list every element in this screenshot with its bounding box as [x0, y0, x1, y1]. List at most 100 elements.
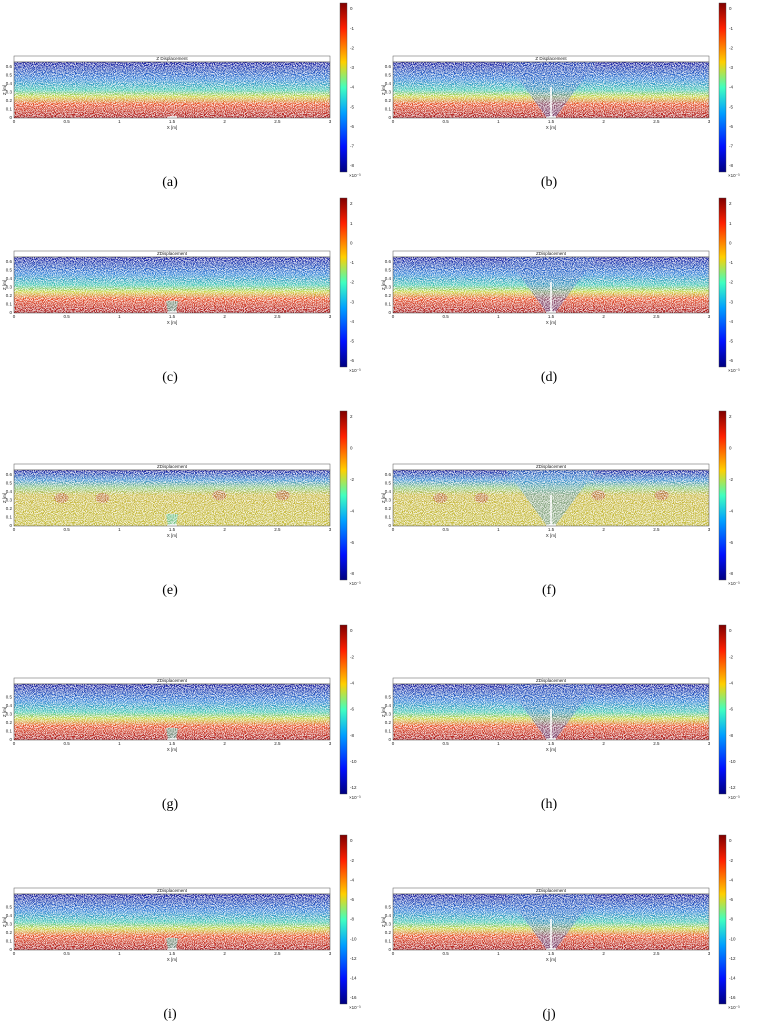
x-tick-label: 0.5 [443, 119, 450, 124]
panel-label: (a) [162, 175, 178, 190]
colorbar [339, 834, 348, 1005]
x-tick-label: 2.5 [653, 741, 660, 746]
x-tick-label: 1 [497, 119, 500, 124]
colorbar-tick-label: 0 [350, 6, 353, 11]
y-tick-label: 0.3 [6, 712, 13, 717]
x-tick-label: 0.5 [64, 527, 71, 532]
panel: ZDisplacement 0 0.5 1 1.5 2 2.5 3 0 0.1 0.2 0.3 0.4 0… [381, 410, 740, 598]
colorbar-tick-label: -16 [350, 995, 357, 1000]
y-tick-label: 0.3 [6, 90, 13, 95]
x-tick-label: 0 [13, 951, 16, 956]
plot-frame [13, 61, 331, 119]
x-tick-label: 2.5 [653, 951, 660, 956]
x-tick-label: 2 [602, 951, 605, 956]
colorbar-tick-label: 0 [729, 838, 732, 843]
colorbar-tick-label: -16 [729, 995, 736, 1000]
colorbar-tick-label: -6 [729, 897, 733, 902]
x-tick-label: 2.5 [653, 119, 660, 124]
x-tick-label: 3 [329, 527, 332, 532]
colorbar-tick-label: 0 [350, 446, 353, 451]
panel-label: (d) [541, 370, 558, 385]
x-tick-label: 1 [497, 951, 500, 956]
colorbar-tick-label: -12 [350, 785, 357, 790]
panel-title: ZDisplacement [536, 678, 567, 683]
speckle [393, 894, 709, 950]
colorbar-tick-label: -1 [350, 260, 354, 265]
colorbar-tick-label: -2 [350, 477, 354, 482]
y-axis-label: Z [m] [381, 707, 386, 717]
colorbar-tick-label: -6 [729, 124, 733, 129]
x-tick-label: 3 [329, 314, 332, 319]
colorbar-tick-label: -6 [729, 540, 733, 545]
colorbar-tick-label: 0 [729, 628, 732, 633]
colorbar-tick-label: -5 [350, 104, 354, 109]
plot-frame [392, 893, 710, 951]
colorbar-tick-label: -6 [729, 707, 733, 712]
y-tick-label: 0.2 [6, 720, 13, 725]
colorbar-tick-label: -10 [350, 759, 357, 764]
speckle [14, 62, 330, 118]
colorbar-tick-label: -6 [350, 124, 354, 129]
colorbar-tick-label: -5 [729, 339, 733, 344]
x-axis-label: X [m] [546, 747, 557, 752]
panel-label: (b) [541, 175, 558, 190]
colorbar-tick-label: -14 [729, 976, 736, 981]
colorbar-tick-label: -4 [729, 85, 733, 90]
colorbar-tick-label: -3 [350, 65, 354, 70]
speckle [393, 470, 709, 526]
x-tick-label: 3 [708, 741, 711, 746]
panel: ZDisplacement 0 0.5 1 1.5 2 2.5 3 0 0.1 0.2 0.3 0.4 0… [2, 197, 361, 385]
x-tick-label: 0.5 [443, 741, 450, 746]
panel: Z Displacement 0 0.5 1 1.5 2 2.5 3 0 0.1 0.2 0.3 0.4… [381, 2, 740, 190]
x-tick-label: 0.5 [443, 314, 450, 319]
x-tick-label: 2.5 [653, 314, 660, 319]
y-tick-label: 0 [9, 115, 12, 120]
colorbar-tick-label: -3 [729, 65, 733, 70]
y-tick-label: 0.5 [385, 73, 392, 78]
colorbar-unit: ×10⁻³ [728, 368, 740, 373]
speckle [393, 62, 709, 118]
panel-title: ZDisplacement [536, 251, 567, 256]
plot-frame [13, 683, 331, 741]
y-tick-label: 0.6 [385, 259, 392, 264]
y-axis-label: Z [m] [2, 280, 7, 290]
x-axis-label: X [m] [546, 125, 557, 130]
y-tick-label: 0 [9, 310, 12, 315]
colorbar-tick-label: 0 [350, 628, 353, 633]
y-tick-label: 0.3 [6, 922, 13, 927]
y-tick-label: 0 [388, 947, 391, 952]
colorbar-tick-label: 0 [729, 240, 732, 245]
colorbar-tick-label: -8 [729, 571, 733, 576]
colorbar-tick-label: -7 [350, 144, 354, 149]
x-tick-label: 1 [118, 314, 121, 319]
plot-frame [392, 469, 710, 527]
y-tick-label: 0.3 [385, 712, 392, 717]
x-tick-label: 0 [392, 527, 395, 532]
colorbar-tick-label: 2 [350, 414, 353, 419]
x-tick-label: 2 [223, 527, 226, 532]
x-tick-label: 1.5 [169, 314, 176, 319]
colorbar-tick-label: -10 [729, 759, 736, 764]
colorbar-tick-label: -12 [729, 956, 736, 961]
y-tick-label: 0 [388, 115, 391, 120]
y-axis-label: Z [m] [2, 917, 7, 927]
x-tick-label: 1 [497, 527, 500, 532]
y-tick-label: 0 [388, 310, 391, 315]
x-tick-label: 2 [223, 951, 226, 956]
colorbar [718, 834, 727, 1005]
colorbar-unit: ×10⁻³ [728, 1005, 740, 1010]
panel-title: ZDisplacement [536, 888, 567, 893]
speckle [14, 257, 330, 313]
panel: ZDisplacement 0 0.5 1 1.5 2 2.5 3 0 0.1 0.2 0.3 0.4 0… [2, 624, 361, 812]
y-tick-label: 0.5 [6, 268, 13, 273]
y-tick-label: 0.4 [385, 276, 392, 281]
colorbar-tick-label: -6 [350, 707, 354, 712]
colorbar-tick-label: -2 [729, 477, 733, 482]
colorbar [718, 2, 727, 173]
x-tick-label: 3 [329, 741, 332, 746]
x-tick-label: 2.5 [653, 527, 660, 532]
y-tick-label: 0.1 [6, 515, 13, 520]
x-axis-label: X [m] [167, 533, 178, 538]
colorbar-tick-label: -8 [350, 571, 354, 576]
